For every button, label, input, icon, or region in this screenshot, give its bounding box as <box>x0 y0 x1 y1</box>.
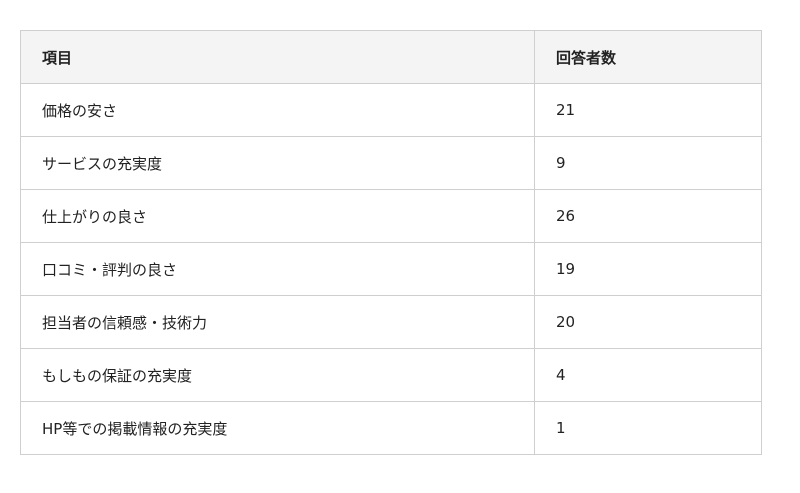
survey-table: 項目 回答者数 価格の安さ 21 サービスの充実度 9 仕上がりの良さ 26 口コミ・評判の… <box>20 30 762 455</box>
cell-item: 価格の安さ <box>20 83 535 137</box>
table-row: 仕上がりの良さ 26 <box>20 189 762 243</box>
cell-item: サービスの充実度 <box>20 136 535 190</box>
cell-respondents: 21 <box>534 83 762 137</box>
table-row: サービスの充実度 9 <box>20 136 762 190</box>
table-row: 価格の安さ 21 <box>20 83 762 137</box>
table-row: 口コミ・評判の良さ 19 <box>20 242 762 296</box>
cell-item: もしもの保証の充実度 <box>20 348 535 402</box>
table-row: HP等での掲載情報の充実度 1 <box>20 401 762 455</box>
header-respondents: 回答者数 <box>534 30 762 84</box>
cell-item: HP等での掲載情報の充実度 <box>20 401 535 455</box>
cell-respondents: 26 <box>534 189 762 243</box>
cell-respondents: 19 <box>534 242 762 296</box>
cell-item: 口コミ・評判の良さ <box>20 242 535 296</box>
cell-respondents: 9 <box>534 136 762 190</box>
cell-respondents: 4 <box>534 348 762 402</box>
table-header-row: 項目 回答者数 <box>20 30 762 84</box>
cell-respondents: 1 <box>534 401 762 455</box>
cell-item: 担当者の信頼感・技術力 <box>20 295 535 349</box>
cell-respondents: 20 <box>534 295 762 349</box>
header-item: 項目 <box>20 30 535 84</box>
cell-item: 仕上がりの良さ <box>20 189 535 243</box>
table-row: 担当者の信頼感・技術力 20 <box>20 295 762 349</box>
table-row: もしもの保証の充実度 4 <box>20 348 762 402</box>
